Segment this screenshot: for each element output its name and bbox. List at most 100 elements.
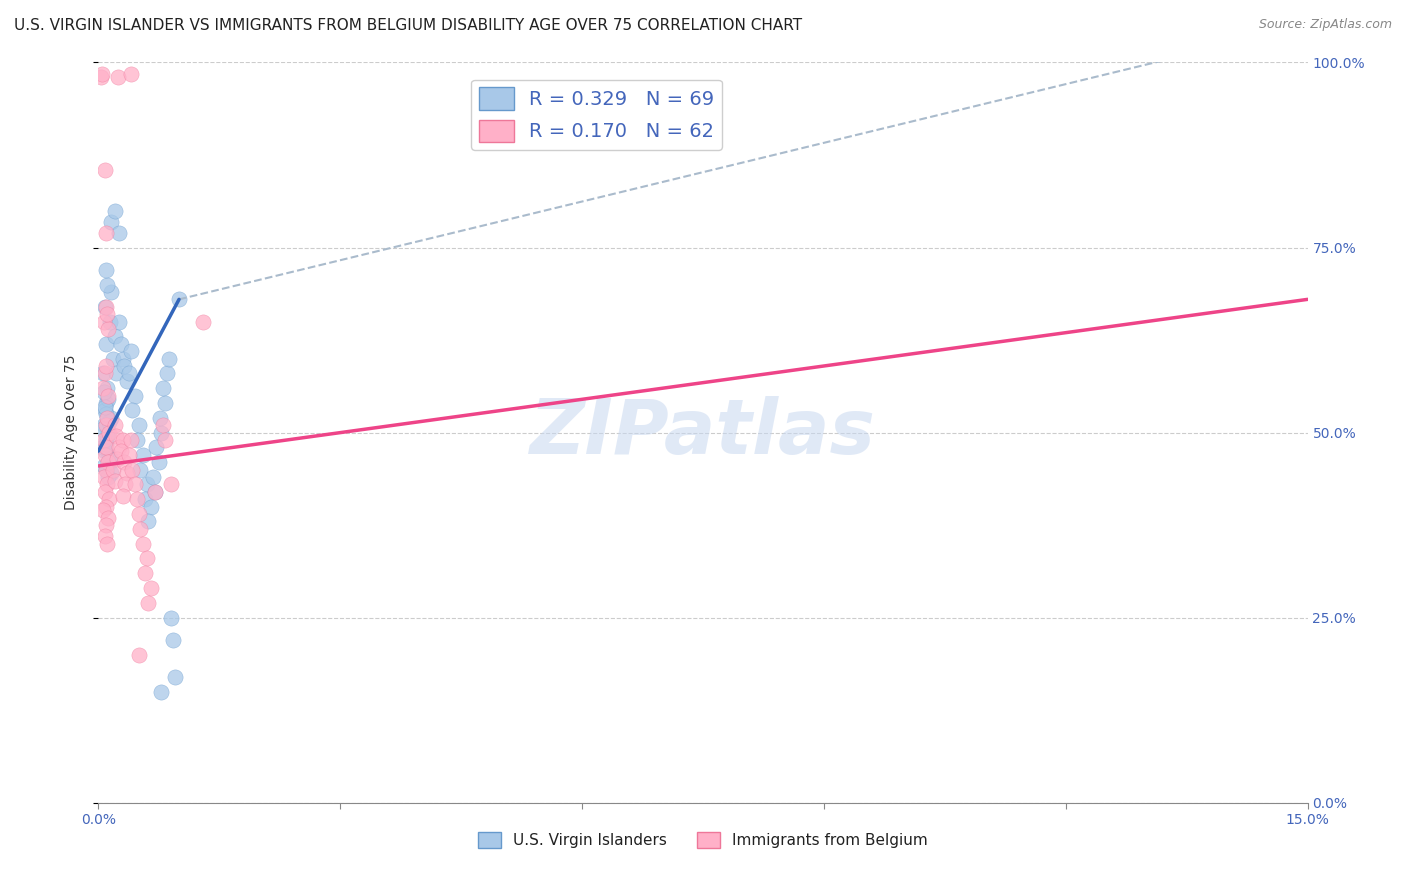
Point	[96, 277, 118, 292]
Point	[94, 403, 117, 417]
Point	[153, 396, 176, 410]
Y-axis label: Disability Age Over 75: Disability Age Over 75	[63, 355, 77, 510]
Point	[94, 436, 117, 450]
Point	[107, 441, 129, 455]
Point	[112, 359, 135, 373]
Point	[101, 351, 124, 366]
Point	[91, 66, 114, 80]
Point	[143, 484, 166, 499]
Point	[96, 381, 118, 395]
Point	[121, 462, 143, 476]
Point	[134, 566, 156, 581]
Point	[96, 462, 118, 476]
Point	[163, 670, 186, 684]
Point	[93, 433, 115, 447]
Point	[120, 344, 142, 359]
Point	[93, 314, 115, 328]
Point	[162, 632, 184, 647]
Point	[103, 418, 125, 433]
Point	[91, 441, 114, 455]
Point	[115, 467, 138, 481]
Point	[152, 381, 174, 395]
Point	[138, 515, 160, 529]
Point	[94, 367, 117, 381]
Point	[91, 422, 114, 436]
Point	[96, 429, 118, 443]
Point	[128, 507, 150, 521]
Point	[118, 367, 141, 381]
Point	[135, 551, 157, 566]
Point	[103, 329, 125, 343]
Point	[96, 307, 118, 321]
Point	[152, 418, 174, 433]
Point	[105, 451, 128, 466]
Point	[138, 596, 160, 610]
Point	[98, 314, 121, 328]
Point	[97, 388, 120, 402]
Point	[97, 392, 120, 407]
Point	[94, 529, 117, 543]
Point	[150, 425, 173, 440]
Point	[96, 336, 118, 351]
Point	[160, 477, 183, 491]
Point	[114, 477, 136, 491]
Point	[111, 351, 134, 366]
Point	[93, 418, 115, 433]
Point	[94, 300, 117, 314]
Point	[132, 448, 155, 462]
Point	[120, 66, 142, 80]
Text: Source: ZipAtlas.com: Source: ZipAtlas.com	[1258, 18, 1392, 31]
Point	[157, 351, 180, 366]
Point	[97, 510, 120, 524]
Point	[135, 477, 157, 491]
Point	[145, 441, 167, 455]
Text: U.S. VIRGIN ISLANDER VS IMMIGRANTS FROM BELGIUM DISABILITY AGE OVER 75 CORRELATI: U.S. VIRGIN ISLANDER VS IMMIGRANTS FROM …	[14, 18, 803, 33]
Point	[94, 448, 117, 462]
Point	[97, 425, 120, 440]
Point	[96, 433, 118, 447]
Point	[97, 415, 120, 429]
Point	[96, 407, 118, 421]
Point	[94, 462, 117, 476]
Point	[105, 429, 128, 443]
Point	[139, 500, 162, 514]
Point	[110, 444, 132, 458]
Point	[90, 70, 112, 85]
Point	[110, 336, 132, 351]
Point	[134, 492, 156, 507]
Point	[94, 444, 117, 458]
Point	[107, 314, 129, 328]
Point	[93, 470, 115, 484]
Point	[167, 293, 190, 307]
Point	[98, 455, 121, 469]
Point	[111, 433, 134, 447]
Point	[94, 300, 117, 314]
Point	[107, 70, 129, 85]
Point	[97, 492, 120, 507]
Point	[97, 448, 120, 462]
Point	[100, 410, 122, 425]
Point	[94, 162, 117, 177]
Text: ZIPatlas: ZIPatlas	[530, 396, 876, 469]
Point	[128, 418, 150, 433]
Point	[93, 384, 115, 399]
Point	[94, 396, 117, 410]
Point	[96, 410, 118, 425]
Point	[96, 477, 118, 491]
Point	[127, 492, 149, 507]
Point	[96, 536, 118, 550]
Point	[96, 359, 118, 373]
Point	[111, 489, 134, 503]
Point	[94, 518, 117, 533]
Point	[97, 455, 120, 469]
Point	[124, 388, 146, 402]
Point	[100, 467, 122, 481]
Point	[91, 367, 114, 381]
Point	[120, 433, 142, 447]
Point	[149, 410, 172, 425]
Point	[91, 503, 114, 517]
Point	[124, 477, 146, 491]
Point	[94, 262, 117, 277]
Point	[142, 470, 165, 484]
Point	[94, 418, 117, 433]
